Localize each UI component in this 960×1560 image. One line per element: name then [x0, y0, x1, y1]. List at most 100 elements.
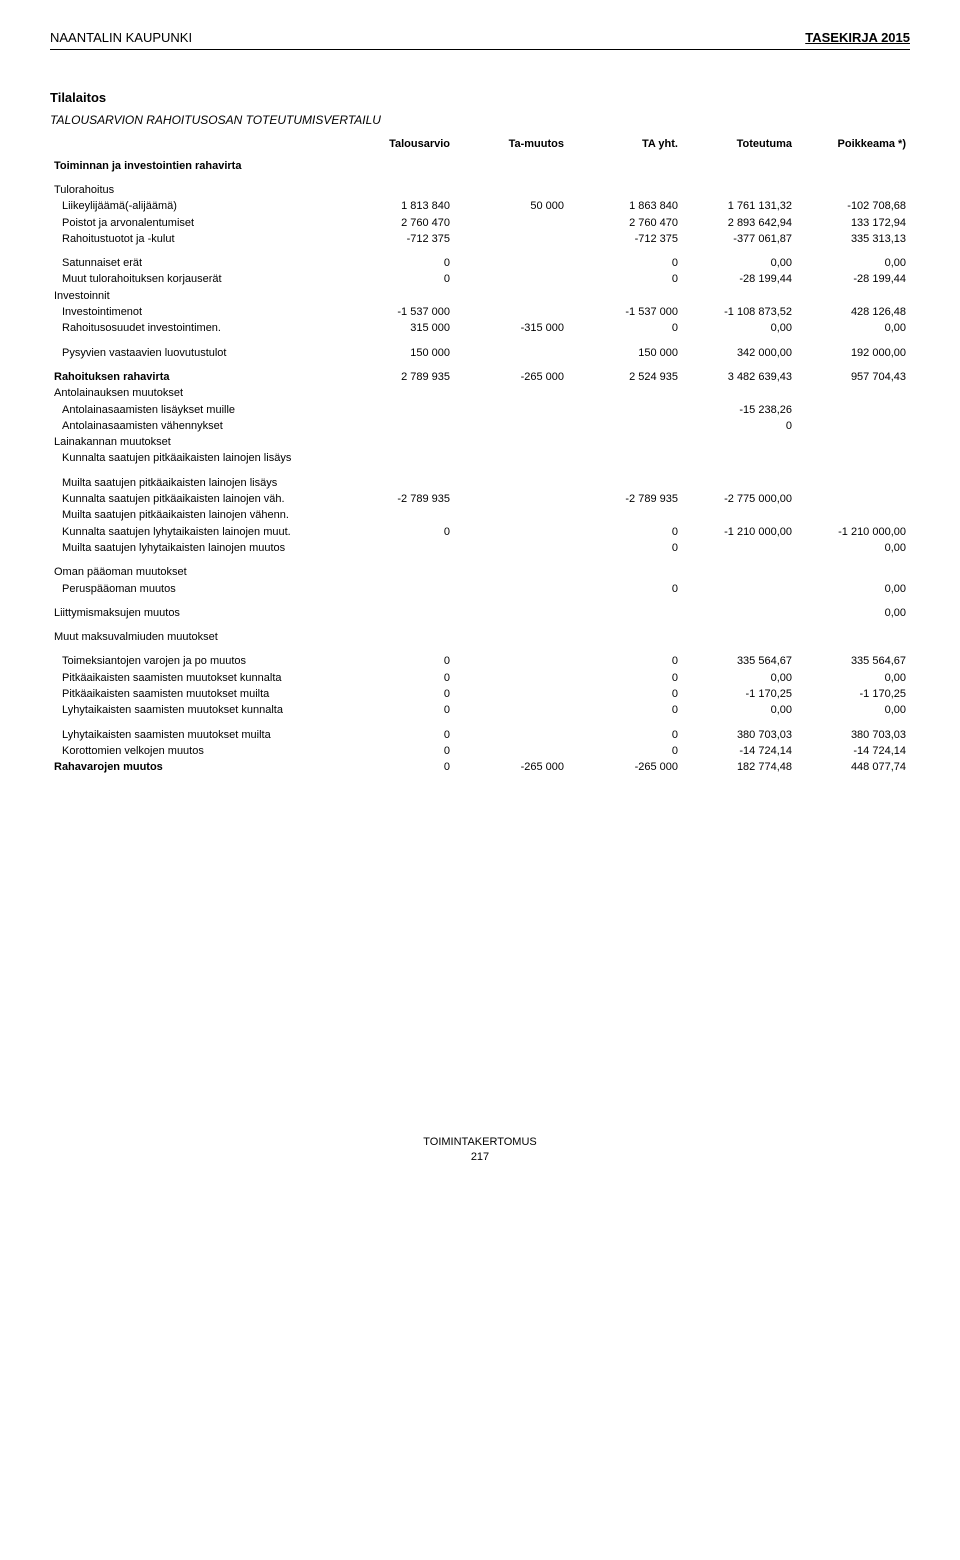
cell: 335 564,67 — [682, 653, 796, 669]
cell: 2 893 642,94 — [682, 215, 796, 231]
table-row: Poistot ja arvonalentumiset 2 760 470 2 … — [50, 215, 910, 231]
header-title-text: TASEKIRJA 2015 — [805, 30, 910, 45]
cell — [340, 507, 454, 523]
cell: -14 724,14 — [682, 743, 796, 759]
table-row: Kunnalta saatujen pitkäaikaisten lainoje… — [50, 450, 910, 466]
row-label: Satunnaiset erät — [50, 255, 340, 271]
cell — [454, 605, 568, 621]
table-row: Muilta saatujen pitkäaikaisten lainojen … — [50, 475, 910, 491]
cell: -1 210 000,00 — [682, 524, 796, 540]
cell — [568, 507, 682, 523]
table-row: Muilta saatujen lyhytaikaisten lainojen … — [50, 540, 910, 556]
cell — [568, 450, 682, 466]
cell: 315 000 — [340, 320, 454, 336]
cell — [454, 450, 568, 466]
cell: -2 775 000,00 — [682, 491, 796, 507]
cell: 0 — [568, 524, 682, 540]
col-talousarvio: Talousarvio — [340, 136, 454, 157]
cell: 342 000,00 — [682, 345, 796, 361]
row-label: Toimeksiantojen varojen ja po muutos — [50, 653, 340, 669]
cell: -1 537 000 — [340, 304, 454, 320]
cell: -28 199,44 — [682, 271, 796, 287]
row-label: Investointimenot — [50, 304, 340, 320]
cell: 0 — [340, 759, 454, 775]
cell — [454, 670, 568, 686]
cell: 2 760 470 — [568, 215, 682, 231]
cell — [454, 418, 568, 434]
cell: 150 000 — [340, 345, 454, 361]
cell: 0 — [340, 686, 454, 702]
cell — [340, 475, 454, 491]
table-row: Rahoituksen rahavirta 2 789 935 -265 000… — [50, 369, 910, 385]
row-label: Poistot ja arvonalentumiset — [50, 215, 340, 231]
col-tamuutos: Ta-muutos — [454, 136, 568, 157]
row-label: Antolainasaamisten vähennykset — [50, 418, 340, 434]
cell: 335 313,13 — [796, 231, 910, 247]
row-label: Antolainasaamisten lisäykset muille — [50, 402, 340, 418]
cell: 0 — [340, 255, 454, 271]
cell: -1 210 000,00 — [796, 524, 910, 540]
cell: -2 789 935 — [568, 491, 682, 507]
cell — [340, 581, 454, 597]
table-row: Liittymismaksujen muutos 0,00 — [50, 605, 910, 621]
cell: 0 — [340, 670, 454, 686]
cell — [340, 418, 454, 434]
row-label: Muut tulorahoituksen korjauserät — [50, 271, 340, 287]
cell: -315 000 — [454, 320, 568, 336]
cell: 448 077,74 — [796, 759, 910, 775]
row-label: Muilta saatujen lyhytaikaisten lainojen … — [50, 540, 340, 556]
row-label: Peruspääoman muutos — [50, 581, 340, 597]
cell: 0,00 — [796, 320, 910, 336]
row-label: Liikeylijäämä(-alijäämä) — [50, 198, 340, 214]
cell: 0 — [340, 524, 454, 540]
cell: 0 — [682, 418, 796, 434]
table-row: Toimeksiantojen varojen ja po muutos 0 0… — [50, 653, 910, 669]
cell: 0,00 — [796, 670, 910, 686]
group-heading: Lainakannan muutokset — [50, 434, 910, 450]
table-row: Rahoitusosuudet investointimen. 315 000 … — [50, 320, 910, 336]
cell: 0 — [568, 581, 682, 597]
table-row: Peruspääoman muutos 0 0,00 — [50, 581, 910, 597]
cell — [796, 402, 910, 418]
table-row: Kunnalta saatujen lyhytaikaisten lainoje… — [50, 524, 910, 540]
finance-table: Talousarvio Ta-muutos TA yht. Toteutuma … — [50, 136, 910, 775]
cell: -1 170,25 — [796, 686, 910, 702]
cell: 0,00 — [682, 255, 796, 271]
cell: 0 — [568, 653, 682, 669]
table-row: Muilta saatujen pitkäaikaisten lainojen … — [50, 507, 910, 523]
cell: -265 000 — [568, 759, 682, 775]
cell — [682, 540, 796, 556]
cell: -14 724,14 — [796, 743, 910, 759]
row-label: Rahoitusosuudet investointimen. — [50, 320, 340, 336]
subgroup-tulorahoitus: Tulorahoitus — [50, 182, 910, 198]
footer-section: TOIMINTAKERTOMUS — [50, 1135, 910, 1149]
group-toiminnan: Toiminnan ja investointien rahavirta — [50, 158, 910, 174]
doc-header: NAANTALIN KAUPUNKI TASEKIRJA 2015 — [50, 30, 910, 50]
cell: 0 — [340, 271, 454, 287]
cell — [454, 702, 568, 718]
cell: 0,00 — [796, 540, 910, 556]
cell: 0,00 — [796, 702, 910, 718]
row-label: Pysyvien vastaavien luovutustulot — [50, 345, 340, 361]
cell: 0 — [568, 320, 682, 336]
section-title: Tilalaitos — [50, 90, 910, 107]
table-row: Investointimenot -1 537 000 -1 537 000 -… — [50, 304, 910, 320]
table-row: Rahoitustuotot ja -kulut -712 375 -712 3… — [50, 231, 910, 247]
cell: 428 126,48 — [796, 304, 910, 320]
table-row: Korottomien velkojen muutos 0 0 -14 724,… — [50, 743, 910, 759]
cell: 192 000,00 — [796, 345, 910, 361]
cell — [340, 605, 454, 621]
cell — [454, 524, 568, 540]
row-label: Muilta saatujen pitkäaikaisten lainojen … — [50, 507, 340, 523]
cell: 0 — [340, 743, 454, 759]
cell: -1 170,25 — [682, 686, 796, 702]
cell: 3 482 639,43 — [682, 369, 796, 385]
cell: 133 172,94 — [796, 215, 910, 231]
cell: -265 000 — [454, 369, 568, 385]
cell — [796, 450, 910, 466]
row-label: Pitkäaikaisten saamisten muutokset muilt… — [50, 686, 340, 702]
row-label: Rahoitustuotot ja -kulut — [50, 231, 340, 247]
cell — [454, 507, 568, 523]
table-row: Pysyvien vastaavien luovutustulot 150 00… — [50, 345, 910, 361]
cell: -15 238,26 — [682, 402, 796, 418]
